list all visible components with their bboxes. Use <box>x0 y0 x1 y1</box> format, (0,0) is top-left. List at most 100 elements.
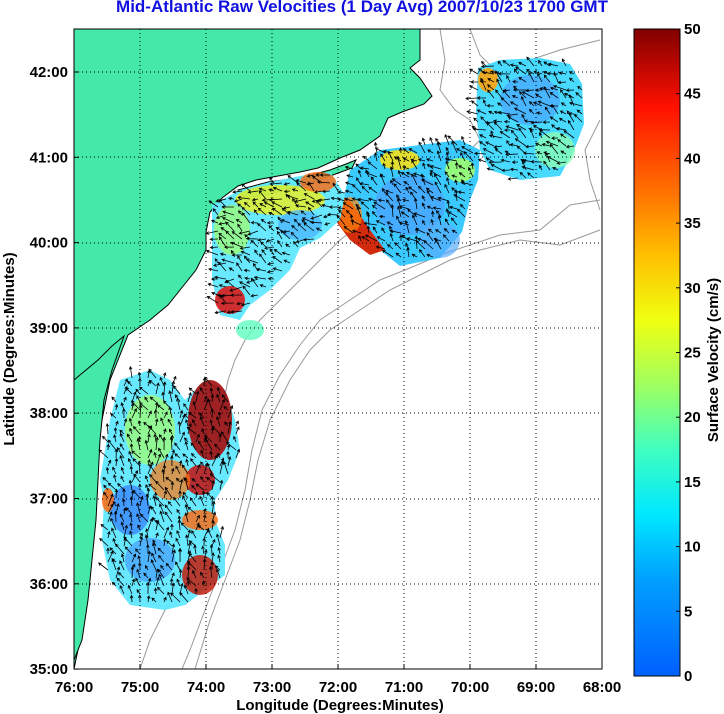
velocity-arrow <box>152 539 157 547</box>
velocity-vectors <box>98 56 583 603</box>
velocity-arrow <box>338 209 346 218</box>
velocity-arrow <box>283 259 291 264</box>
velocity-arrow <box>148 368 157 379</box>
velocity-arrow <box>221 205 235 209</box>
velocity-arrow <box>497 72 511 76</box>
velocity-arrow <box>215 214 227 219</box>
colorbar-tick-label: 50 <box>684 21 701 38</box>
velocity-arrow <box>219 525 224 539</box>
velocity-arrow <box>214 258 219 264</box>
velocity-arrow <box>161 468 165 483</box>
velocity-arrow <box>418 141 426 154</box>
velocity-arrow <box>488 160 503 165</box>
velocity-arrow <box>495 70 503 83</box>
velocity-arrow <box>177 519 182 531</box>
velocity-arrow <box>202 537 206 547</box>
colorbar <box>633 28 681 677</box>
velocity-arrow <box>327 212 339 217</box>
velocity-arrow <box>236 301 243 306</box>
velocity-arrow <box>560 150 567 155</box>
velocity-arrow <box>155 382 160 395</box>
velocity-arrow <box>315 227 323 232</box>
velocity-arrow <box>499 131 511 139</box>
velocity-arrow <box>271 207 283 216</box>
velocity-arrow <box>170 592 181 603</box>
velocity-arrow <box>144 439 149 451</box>
velocity-arrow <box>451 140 458 154</box>
velocity-arrow <box>170 481 175 491</box>
velocity-arrow <box>371 204 378 210</box>
velocity-arrow <box>451 229 458 234</box>
velocity-arrow <box>187 391 192 403</box>
velocity-arrow <box>536 111 543 115</box>
colorbar-tick-label: 10 <box>684 539 701 556</box>
velocity-arrow <box>412 214 418 226</box>
velocity-arrow <box>194 587 198 594</box>
velocity-arrow <box>162 538 167 547</box>
velocity-arrow <box>247 230 259 236</box>
velocity-arrow <box>171 380 176 395</box>
velocity-arrow <box>373 201 386 210</box>
y-tick-label: 41:00 <box>30 149 68 166</box>
velocity-arrow <box>267 276 275 281</box>
velocity-arrow <box>171 572 175 579</box>
velocity-arrow <box>120 521 125 531</box>
velocity-arrow <box>189 497 197 507</box>
velocity-arrow <box>201 545 205 555</box>
velocity-arrow <box>245 237 259 241</box>
velocity-arrow <box>476 109 487 115</box>
velocity-arrow <box>431 210 435 218</box>
map-title: Mid-Atlantic Raw Velocities (1 Day Avg) … <box>116 0 608 16</box>
velocity-arrow <box>355 163 362 170</box>
velocity-arrow <box>308 181 315 192</box>
velocity-arrow <box>269 176 275 184</box>
velocity-arrow <box>253 209 259 216</box>
y-tick-label: 38:00 <box>30 405 68 422</box>
velocity-arrow <box>408 186 418 194</box>
velocity-arrow <box>265 238 275 243</box>
velocity-arrow <box>426 205 434 210</box>
velocity-arrow <box>556 127 567 131</box>
velocity-arrow <box>207 282 219 288</box>
velocity-arrow <box>250 293 259 298</box>
velocity-arrow <box>106 443 111 451</box>
velocity-arrow <box>162 372 167 379</box>
velocity-arrow <box>190 442 197 451</box>
velocity-arrow <box>119 429 125 435</box>
velocity-arrow <box>358 235 362 242</box>
velocity-arrow <box>150 505 157 515</box>
velocity-arrow <box>123 536 133 547</box>
velocity-arrow <box>235 448 241 459</box>
velocity-arrow <box>305 201 315 208</box>
velocity-arrow <box>400 172 410 178</box>
velocity-arrow <box>442 234 450 242</box>
velocity-arrow <box>296 182 307 192</box>
velocity-arrow <box>129 427 133 435</box>
velocity-arrow <box>281 207 291 216</box>
velocity-arrow <box>266 221 275 225</box>
velocity-arrow <box>367 197 378 202</box>
colorbar-tick-label: 20 <box>684 409 701 426</box>
velocity-arrow <box>131 470 139 483</box>
velocity-arrow <box>209 543 214 555</box>
velocity-arrow <box>243 268 251 273</box>
velocity-arrow <box>135 577 141 587</box>
velocity-arrow <box>195 514 200 523</box>
velocity-arrow <box>231 253 243 257</box>
x-tick-label: 71:00 <box>385 679 423 696</box>
velocity-arrow <box>217 411 222 419</box>
velocity-arrow <box>184 476 189 491</box>
velocity-arrow <box>516 124 527 131</box>
velocity-arrow <box>188 553 197 563</box>
velocity-arrow <box>300 210 307 216</box>
velocity-arrow <box>197 440 205 451</box>
velocity-arrow <box>183 403 189 411</box>
velocity-arrow <box>238 210 243 216</box>
velocity-arrow <box>521 165 535 171</box>
velocity-arrow <box>123 396 127 403</box>
velocity-arrow <box>382 187 386 194</box>
velocity-arrow <box>527 172 535 179</box>
velocity-arrow <box>232 190 243 194</box>
velocity-arrow <box>210 393 215 403</box>
velocity-arrow <box>261 249 267 256</box>
